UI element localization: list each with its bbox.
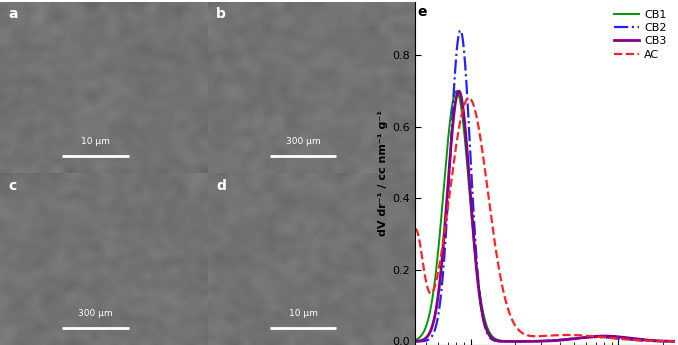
CB2 xyxy=(569,336,577,341)
AC xyxy=(569,333,577,337)
CB2 xyxy=(427,335,435,339)
Text: e: e xyxy=(418,5,427,19)
CB1 xyxy=(577,336,585,340)
Y-axis label: dV dr⁻¹ / cc nm⁻¹ g⁻¹: dV dr⁻¹ / cc nm⁻¹ g⁻¹ xyxy=(378,110,388,236)
CB2 xyxy=(411,339,419,344)
CB3 xyxy=(671,339,678,343)
AC xyxy=(464,96,473,100)
Line: CB2: CB2 xyxy=(415,30,675,342)
AC xyxy=(577,333,585,337)
AC xyxy=(562,333,570,337)
CB2 xyxy=(562,337,570,341)
CB3 xyxy=(577,336,585,340)
Text: d: d xyxy=(216,178,226,193)
CB1 xyxy=(570,337,578,341)
CB1 xyxy=(411,338,419,342)
CB3 xyxy=(411,339,419,343)
AC xyxy=(635,338,643,342)
CB3 xyxy=(455,89,463,93)
CB1 xyxy=(635,337,643,342)
Text: a: a xyxy=(8,7,18,21)
AC xyxy=(671,339,678,343)
Legend: CB1, CB2, CB3, AC: CB1, CB2, CB3, AC xyxy=(612,7,669,62)
CB3 xyxy=(570,337,578,341)
CB3 xyxy=(635,337,643,342)
AC xyxy=(411,227,419,231)
CB2 xyxy=(456,28,464,32)
Text: c: c xyxy=(8,178,16,193)
CB2 xyxy=(635,338,643,343)
CB3 xyxy=(563,337,571,342)
Text: 300 μm: 300 μm xyxy=(285,137,321,146)
Line: CB3: CB3 xyxy=(415,91,675,342)
Line: CB1: CB1 xyxy=(415,91,675,342)
CB3 xyxy=(508,339,517,344)
CB1 xyxy=(427,304,435,308)
CB1 xyxy=(609,334,617,338)
Text: 10 μm: 10 μm xyxy=(81,137,110,146)
CB1 xyxy=(671,339,678,343)
Text: 300 μm: 300 μm xyxy=(78,308,113,317)
CB3 xyxy=(427,328,435,332)
CB1 xyxy=(452,89,460,93)
CB3 xyxy=(609,334,617,338)
AC xyxy=(427,291,435,295)
CB2 xyxy=(577,336,585,340)
Line: AC: AC xyxy=(415,98,675,341)
CB1 xyxy=(512,339,520,344)
AC xyxy=(608,336,616,340)
Text: b: b xyxy=(216,7,226,21)
CB2 xyxy=(608,336,616,340)
CB1 xyxy=(563,337,571,342)
CB2 xyxy=(671,339,678,344)
Text: 10 μm: 10 μm xyxy=(289,308,317,317)
